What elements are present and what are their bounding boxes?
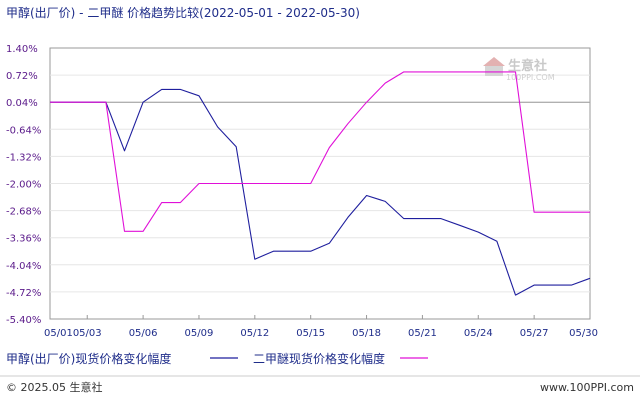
x-tick-label: 05/30 bbox=[569, 328, 598, 339]
watermark-sub: 100PPI.COM bbox=[506, 73, 555, 82]
y-tick-label: 1.40% bbox=[6, 44, 38, 55]
footer-copyright: © 2025.05 生意社 bbox=[6, 380, 102, 394]
y-tick-label: 0.04% bbox=[6, 98, 38, 109]
y-tick-label: 0.72% bbox=[6, 71, 38, 82]
x-tick-label: 05/18 bbox=[352, 328, 381, 339]
series-line-dme bbox=[50, 71, 590, 232]
x-tick-label: 05/15 bbox=[296, 328, 325, 339]
legend-label-dme: 二甲醚现货价格变化幅度 bbox=[253, 351, 385, 366]
y-tick-label: -5.40% bbox=[6, 315, 41, 326]
y-tick-label: -4.04% bbox=[6, 261, 41, 272]
footer-site: www.100PPI.com bbox=[540, 381, 634, 394]
chart-title: 甲醇(出厂价) - 二甲醚 价格趋势比较(2022-05-01 - 2022-0… bbox=[6, 5, 360, 20]
x-tick-label: 05/24 bbox=[464, 328, 493, 339]
x-tick-label: 05/27 bbox=[520, 328, 549, 339]
y-tick-label: -4.72% bbox=[6, 288, 41, 299]
x-tick-label: 05/12 bbox=[240, 328, 269, 339]
y-tick-label: -1.32% bbox=[6, 152, 41, 163]
y-tick-label: -0.64% bbox=[6, 125, 41, 136]
x-tick-label: 05/09 bbox=[185, 328, 214, 339]
y-tick-label: -3.36% bbox=[6, 234, 41, 245]
x-tick-label: 05/01 bbox=[44, 328, 73, 339]
watermark-brand: 生意社 bbox=[508, 58, 547, 74]
y-tick-label: -2.00% bbox=[6, 180, 41, 191]
x-tick-label: 05/06 bbox=[129, 328, 158, 339]
legend-label-methanol: 甲醇(出厂价)现货价格变化幅度 bbox=[6, 351, 171, 366]
x-tick-label: 05/03 bbox=[73, 328, 102, 339]
plot-area: 生意社 100PPI.COM bbox=[49, 47, 591, 320]
y-tick-label: -2.68% bbox=[6, 207, 41, 218]
legend: 甲醇(出厂价)现货价格变化幅度 二甲醚现货价格变化幅度 bbox=[6, 351, 428, 366]
x-tick-label: 05/21 bbox=[408, 328, 437, 339]
series-line-methanol bbox=[50, 88, 591, 296]
watermark: 生意社 100PPI.COM bbox=[483, 57, 555, 82]
brand-logo-icon bbox=[483, 57, 505, 76]
